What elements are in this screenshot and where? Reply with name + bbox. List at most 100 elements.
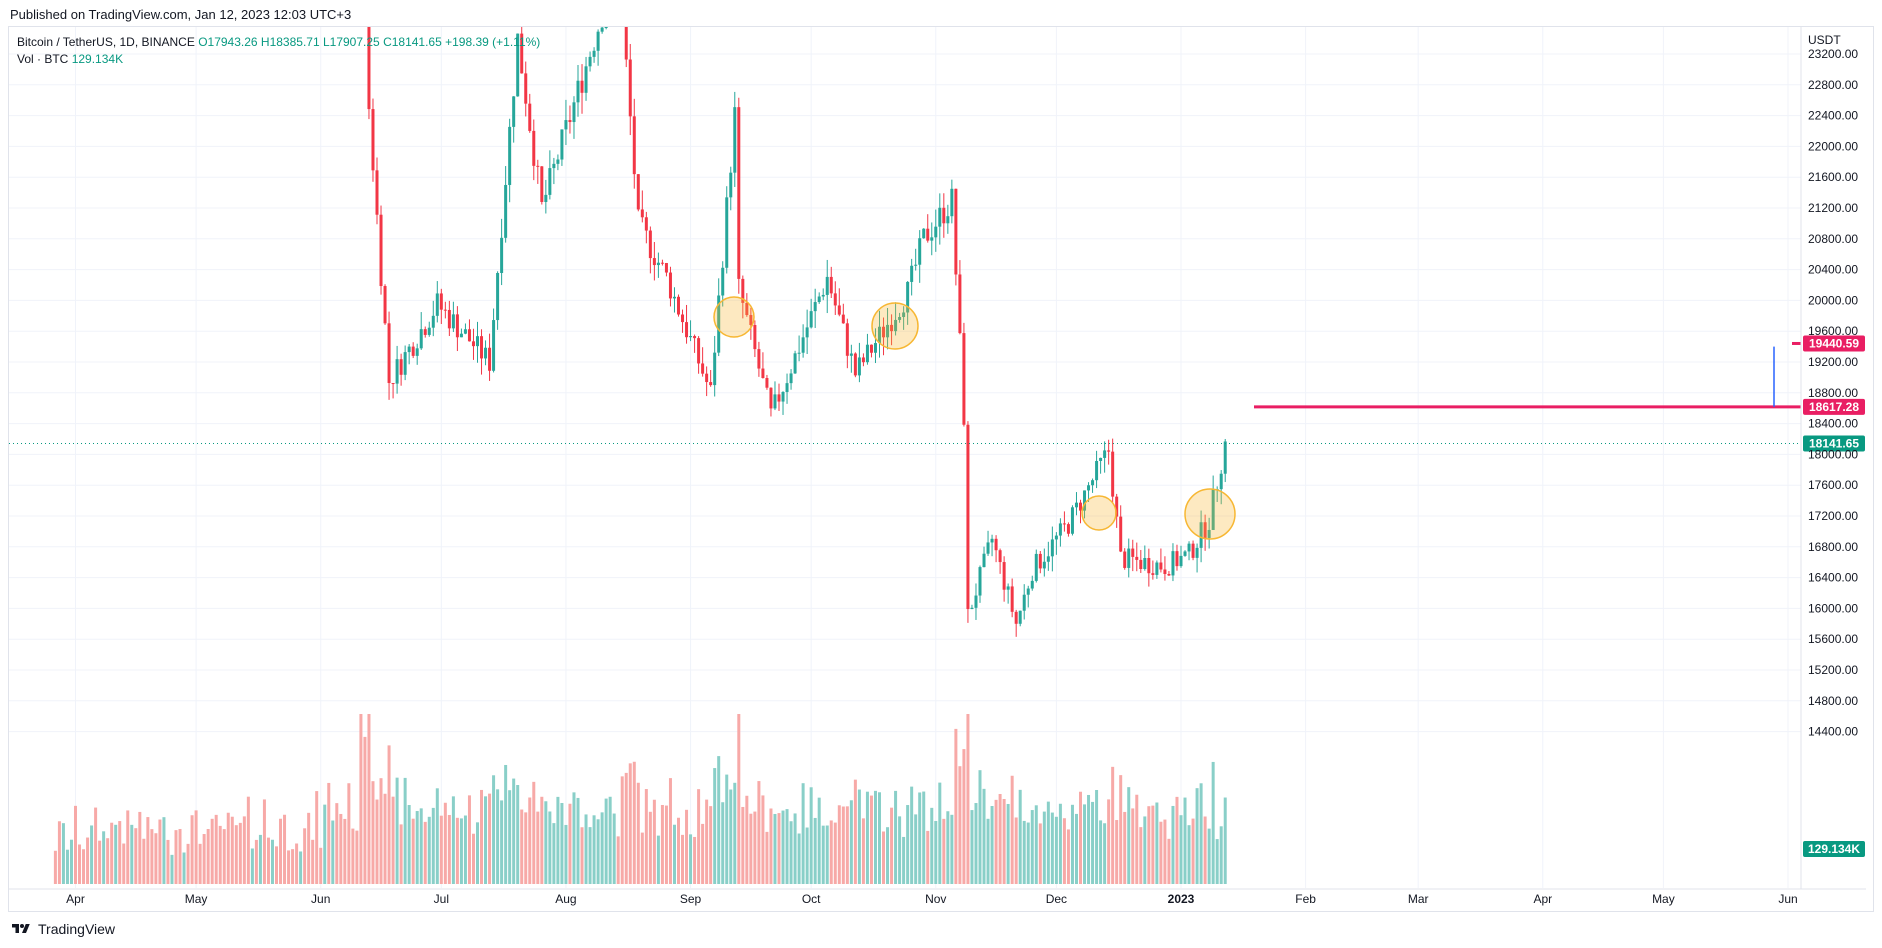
volume-bar <box>765 831 769 884</box>
volume-bar <box>186 843 190 884</box>
volume-bar <box>266 837 270 884</box>
volume-bar <box>78 844 82 884</box>
candle-body <box>1074 502 1078 508</box>
volume-bar <box>689 834 693 884</box>
volume-bar <box>1079 791 1082 884</box>
volume-bar <box>1119 775 1123 884</box>
volume-bar <box>1087 794 1091 884</box>
volume-bar <box>568 803 572 884</box>
volume-bar <box>1143 816 1147 884</box>
volume-bar <box>399 824 403 884</box>
volume-bar <box>435 788 439 884</box>
candle-body <box>564 120 568 130</box>
volume-bar <box>1062 818 1066 884</box>
candle-body <box>447 309 451 329</box>
volume-bar <box>114 824 118 884</box>
volume-bar <box>1026 822 1030 884</box>
upper-price-tag: 19440.59 <box>1809 336 1859 350</box>
candle-body <box>946 216 950 224</box>
candle-body <box>604 27 608 28</box>
volume-bar <box>126 810 130 884</box>
volume-tag-bg <box>1803 841 1865 857</box>
volume-bar <box>90 825 94 884</box>
volume-bar <box>1074 813 1078 884</box>
footer-brand: TradingView <box>38 921 116 937</box>
volume-bar <box>262 799 266 884</box>
volume-bar <box>604 798 608 884</box>
candle-body <box>789 373 793 384</box>
x-tick-label: Apr <box>66 892 85 906</box>
candle-body <box>1163 569 1167 575</box>
volume-bar <box>922 791 926 884</box>
candle-body <box>552 163 556 169</box>
candle-body <box>596 31 600 51</box>
y-tick-label: 18400.00 <box>1808 417 1858 431</box>
candle-body <box>1127 548 1131 568</box>
candle-body <box>918 238 922 265</box>
candle-body <box>1099 457 1103 461</box>
candle-body <box>407 346 411 353</box>
volume-bar <box>122 843 126 884</box>
volume-bar <box>656 835 660 884</box>
candle-body <box>672 296 676 299</box>
candle-body <box>970 607 974 610</box>
volume-bar <box>1195 788 1199 884</box>
candle-body <box>926 228 930 241</box>
volume-bar <box>283 814 287 884</box>
volume-bar <box>331 820 335 884</box>
volume-bar <box>158 819 162 884</box>
candle-body <box>1087 485 1091 491</box>
volume-bars <box>53 714 1227 884</box>
volume-bar <box>1042 811 1046 884</box>
candle-body <box>520 33 524 74</box>
volume-bar <box>974 803 978 884</box>
y-tick-label: 21200.00 <box>1808 201 1858 215</box>
candle-body <box>636 174 640 210</box>
volume-bar <box>447 814 451 884</box>
grid <box>9 27 1801 888</box>
x-tick-label: May <box>185 892 208 906</box>
volume-bar <box>544 801 548 884</box>
volume-bar <box>520 809 524 884</box>
candle-body <box>1171 551 1175 576</box>
tradingview-footer[interactable]: TradingView <box>10 921 115 937</box>
volume-bar <box>327 782 331 884</box>
candle-body <box>982 553 986 568</box>
volume-bar <box>982 788 986 884</box>
volume-bar <box>717 756 721 884</box>
volume-bar <box>419 808 423 884</box>
x-tick-label: Aug <box>555 892 576 906</box>
volume-bar <box>476 822 479 884</box>
volume-bar <box>194 810 198 884</box>
candle-body <box>451 314 455 329</box>
volume-bar <box>1030 810 1034 884</box>
candle-body <box>1219 473 1223 490</box>
candle-body <box>825 276 829 295</box>
volume-bar <box>894 790 898 884</box>
candle-body <box>922 228 926 239</box>
volume-bar <box>1038 823 1042 884</box>
candle-body <box>548 168 552 195</box>
volume-bar <box>865 791 869 884</box>
volume-bar <box>869 795 873 884</box>
published-header: Published on TradingView.com, Jan 12, 20… <box>10 7 352 22</box>
volume-bar <box>620 776 624 884</box>
volume-bar <box>206 829 210 884</box>
candle-body <box>367 27 371 110</box>
x-tick-label: May <box>1652 892 1675 906</box>
candle-body <box>1155 562 1159 575</box>
candle-body <box>1123 551 1127 568</box>
volume-bar <box>990 805 994 884</box>
volume-bar <box>644 789 648 884</box>
volume-bar <box>343 818 347 884</box>
volume-bar <box>311 839 315 884</box>
volume-bar <box>234 825 238 884</box>
y-tick-label: 15200.00 <box>1808 663 1858 677</box>
volume-bar <box>275 846 278 884</box>
candle-body <box>439 293 443 310</box>
candle-body <box>685 322 689 338</box>
candle-body <box>1223 441 1227 474</box>
volume-bar <box>299 851 303 884</box>
volume-bar <box>471 833 475 884</box>
